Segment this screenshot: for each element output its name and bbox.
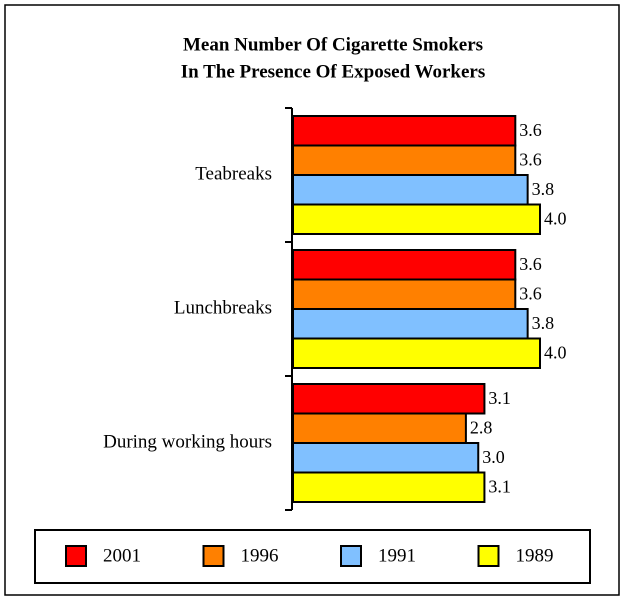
bar: [292, 412, 467, 444]
bar: [292, 115, 517, 147]
value-label: 3.0: [482, 447, 505, 467]
bar: [292, 144, 517, 176]
legend-label: 1989: [516, 545, 554, 566]
bar: [292, 471, 486, 503]
value-label: 3.6: [519, 120, 542, 140]
value-label: 3.1: [488, 476, 511, 496]
bar: [292, 249, 517, 281]
y-tick-label: Teabreaks: [195, 163, 272, 184]
value-label: 3.6: [519, 149, 542, 169]
chart-title: Mean Number Of Cigarette Smokers: [183, 34, 483, 55]
y-tick-label: During working hours: [103, 431, 272, 452]
legend-label: 1991: [378, 545, 416, 566]
value-label: 4.0: [544, 342, 567, 362]
bar: [292, 278, 517, 310]
bar: [292, 203, 541, 235]
bar: [292, 442, 480, 474]
legend-label: 1996: [241, 545, 279, 566]
value-label: 3.8: [532, 179, 555, 199]
legend-label: 2001: [103, 545, 141, 566]
bar: [292, 337, 541, 369]
bar: [292, 174, 529, 206]
bar: [292, 383, 486, 415]
value-label: 3.8: [532, 313, 555, 333]
chart-title: In The Presence Of Exposed Workers: [181, 61, 486, 82]
value-label: 3.1: [488, 388, 511, 408]
value-label: 2.8: [470, 417, 493, 437]
legend-swatch: [477, 545, 500, 567]
value-label: 3.6: [519, 254, 542, 274]
y-tick-label: Lunchbreaks: [174, 297, 272, 318]
legend-swatch: [340, 545, 362, 567]
bar: [292, 308, 529, 340]
legend-swatch: [202, 545, 225, 567]
value-label: 3.6: [519, 283, 542, 303]
legend-swatch: [65, 545, 87, 567]
value-label: 4.0: [544, 208, 567, 228]
